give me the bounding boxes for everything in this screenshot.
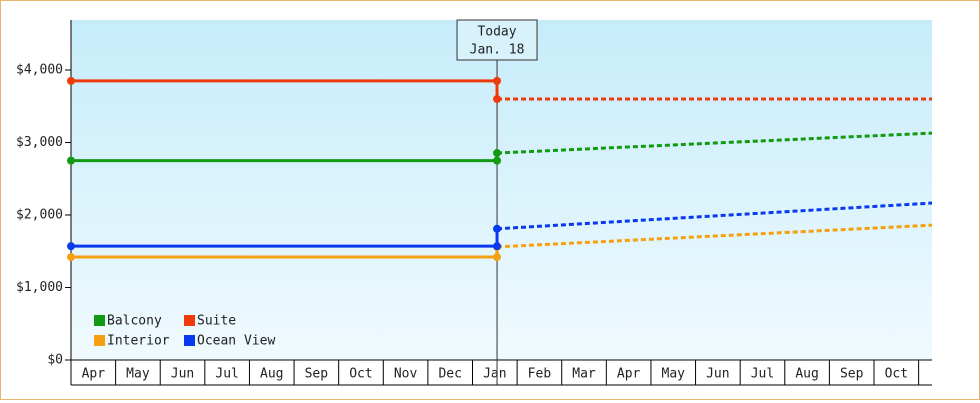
today-box (456, 19, 538, 61)
legend-swatch (184, 335, 195, 346)
point (67, 253, 75, 262)
y-tick-label: $4,000 (16, 63, 63, 78)
point (493, 253, 502, 262)
today-date: Jan. 18 (470, 43, 525, 58)
x-tick-label: Sep (305, 367, 329, 382)
point (493, 156, 502, 165)
point (493, 224, 502, 233)
x-tick-label: Aug (260, 367, 283, 382)
point (493, 95, 502, 104)
legend-label: Suite (197, 314, 236, 329)
x-tick-label: Apr (82, 367, 106, 382)
point (493, 242, 502, 251)
x-tick-label: May (126, 367, 150, 382)
x-tick-label: Aug (795, 367, 818, 382)
forecast-line (496, 223, 933, 249)
x-tick-label: Mar (572, 367, 596, 382)
point (67, 156, 75, 165)
legend-label: Balcony (107, 314, 162, 329)
legend-swatch (184, 315, 195, 326)
x-tick-label: Jun (171, 367, 194, 382)
legend-label: Ocean View (197, 334, 275, 349)
plot-area (71, 20, 932, 360)
y-tick-label: $3,000 (16, 135, 63, 150)
x-tick-label: Sep (840, 367, 864, 382)
y-tick-label: $0 (47, 353, 63, 368)
point (493, 76, 502, 85)
x-tick-label: Oct (349, 367, 372, 382)
legend-swatch (94, 335, 105, 346)
x-tick-label: Oct (885, 367, 908, 382)
x-tick-label: Jan (483, 367, 506, 382)
legend-swatch (94, 315, 105, 326)
x-tick-label: Dec (438, 367, 461, 382)
x-tick-label: Nov (394, 367, 418, 382)
x-tick-label: May (662, 367, 686, 382)
x-tick-label: Apr (617, 367, 641, 382)
x-tick-label: Jul (215, 367, 238, 382)
x-tick-label: Feb (528, 367, 552, 382)
legend-label: Interior (107, 334, 170, 349)
forecast-line (496, 131, 933, 155)
y-tick-label: $1,000 (16, 280, 63, 295)
y-tick-label: $2,000 (16, 208, 63, 223)
today-label: Today (477, 25, 516, 40)
point (67, 242, 75, 251)
point (67, 76, 75, 85)
x-tick-label: Jul (751, 367, 774, 382)
forecast-line (496, 201, 933, 231)
point (493, 149, 502, 158)
x-tick-label: Jun (706, 367, 729, 382)
